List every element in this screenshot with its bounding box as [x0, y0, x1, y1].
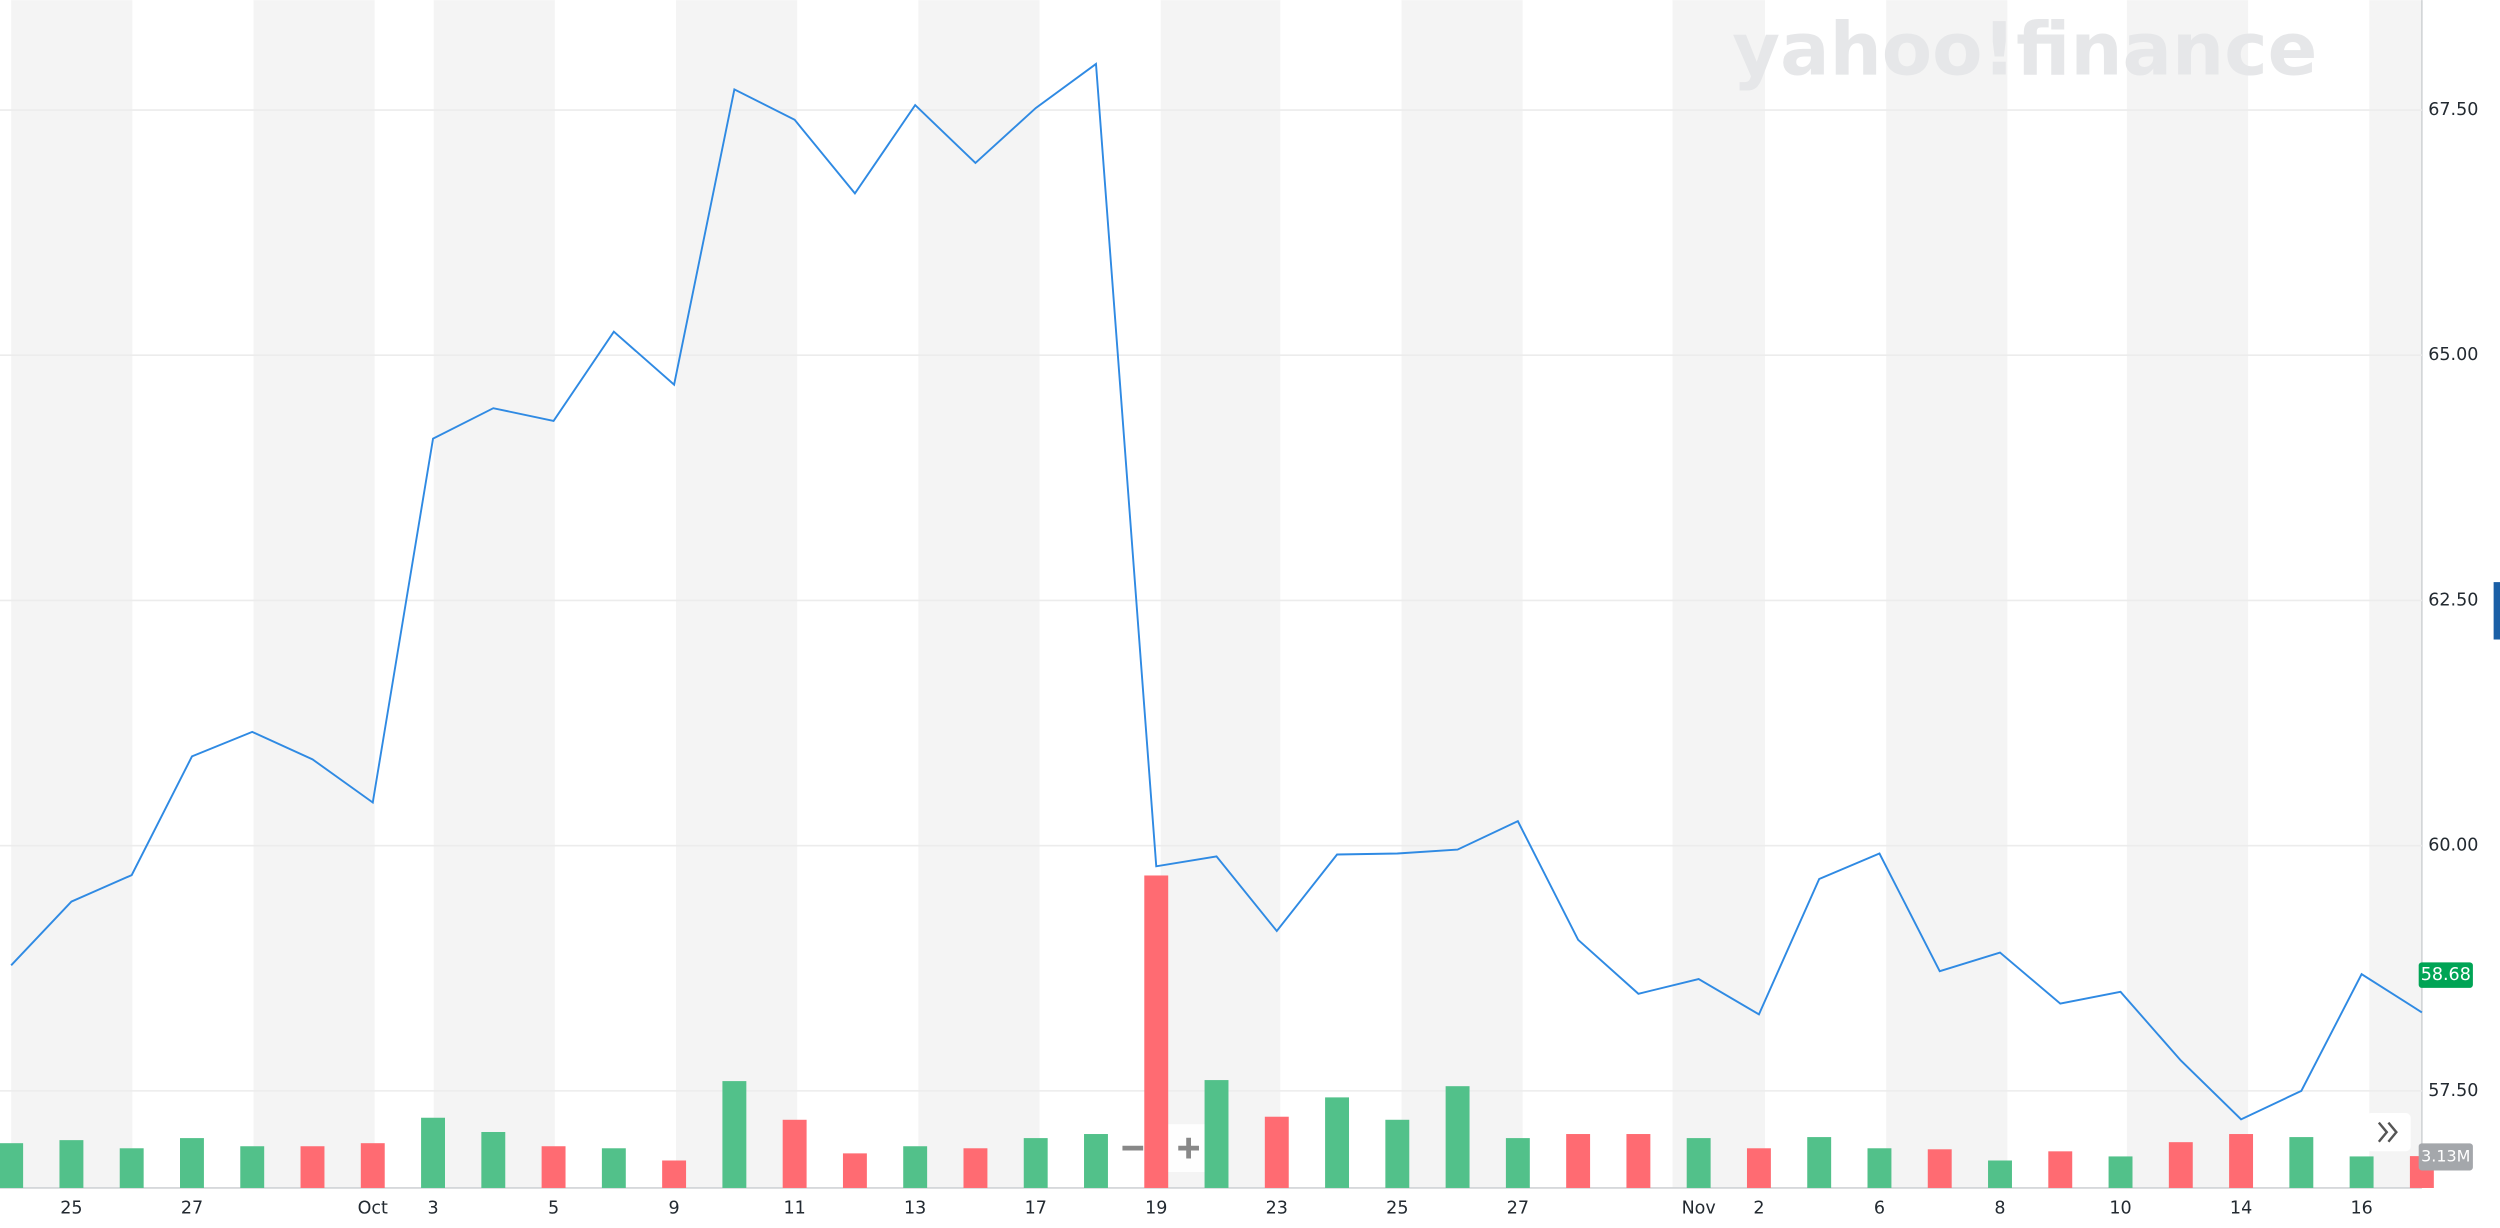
x-tick-label: 11 [783, 1199, 805, 1219]
volume-bar [2349, 1156, 2374, 1188]
volume-bar [360, 1143, 385, 1188]
y-tick-label: 57.50 [2428, 1081, 2478, 1101]
volume-bar [1867, 1148, 1892, 1188]
volume-bar [1626, 1134, 1651, 1188]
volume-bar [119, 1148, 144, 1188]
volume-bar [1264, 1116, 1289, 1188]
x-tick-label: 27 [181, 1199, 203, 1219]
volume-tag [2418, 1143, 2473, 1171]
week-band [1886, 0, 2008, 1188]
volume-bar [2168, 1142, 2193, 1188]
price-line [10, 62, 2423, 1121]
x-tick-label: Nov [1682, 1199, 1716, 1219]
expand-bg[interactable] [2366, 1113, 2411, 1152]
week-band [253, 0, 375, 1188]
volume-bar [421, 1117, 445, 1188]
x-tick-label: 2 [1753, 1199, 1764, 1219]
volume-bar [1927, 1149, 1952, 1188]
chevron [2387, 1121, 2398, 1143]
volume-bar [1566, 1134, 1591, 1188]
x-tick-label: 19 [1145, 1199, 1167, 1219]
volume-bar [541, 1146, 566, 1188]
volume-bar [722, 1081, 747, 1188]
volume-bar [963, 1148, 988, 1188]
week-band [1401, 0, 1523, 1188]
volume-bar [1445, 1086, 1470, 1188]
volume-bar [1807, 1137, 1832, 1188]
week-bands [11, 0, 2422, 1188]
x-tick-label: 8 [1994, 1199, 2005, 1219]
volume-bar [2229, 1134, 2254, 1188]
volume-bar [1505, 1138, 1530, 1188]
volume-bar [601, 1148, 626, 1188]
volume-bar [2108, 1156, 2133, 1188]
volume-bar [1023, 1138, 1048, 1188]
last-price-tag [2418, 962, 2473, 988]
x-tick-label: 23 [1266, 1199, 1288, 1219]
x-tick-label: 5 [548, 1199, 559, 1219]
x-tick-label: 27 [1507, 1199, 1529, 1219]
x-tick-label: 17 [1025, 1199, 1047, 1219]
x-tick-label: 25 [60, 1199, 82, 1219]
x-tick-label: 16 [2350, 1199, 2372, 1219]
volume-bar [2289, 1137, 2314, 1188]
side-tab[interactable] [2493, 582, 2500, 640]
watermark: yahoo!finance [1732, 7, 2317, 92]
volume-bar [300, 1146, 325, 1188]
volume-bar [1385, 1119, 1410, 1188]
volume-bar [903, 1146, 928, 1188]
volume-bar [1084, 1134, 1108, 1188]
x-tick-label: 10 [2109, 1199, 2131, 1219]
week-band [2126, 0, 2249, 1188]
x-tick-label: 14 [2230, 1199, 2252, 1219]
x-tick-label: 25 [1386, 1199, 1408, 1219]
volume-bar [1686, 1138, 1711, 1188]
volume-bar [1144, 875, 1169, 1188]
volume-bar [59, 1140, 84, 1188]
volume-bar [0, 1143, 24, 1188]
week-band [676, 0, 798, 1188]
y-tick-label: 67.50 [2428, 100, 2478, 120]
volume-bar [1746, 1148, 1771, 1188]
volume-bar [782, 1119, 807, 1188]
x-tick-label: Oct [358, 1199, 388, 1219]
volume-bar [240, 1146, 265, 1188]
volume-bar [662, 1160, 687, 1188]
volume-bar [2048, 1151, 2073, 1188]
x-tick-label: 9 [669, 1199, 680, 1219]
x-tick-label: 6 [1874, 1199, 1885, 1219]
x-tick-label: 3 [427, 1199, 438, 1219]
week-band [11, 0, 133, 1188]
week-band [918, 0, 1040, 1188]
volume-bar [1204, 1080, 1229, 1188]
volume-bar [1988, 1160, 2012, 1188]
y-tick-label: 65.00 [2428, 345, 2478, 365]
volume-bar [842, 1153, 867, 1188]
expand-button[interactable] [2366, 1113, 2411, 1152]
volume-bar [1325, 1097, 1350, 1188]
volume-bar [180, 1138, 204, 1188]
volume-label: 3.13M [2421, 1146, 2470, 1165]
y-tick-label: 60.00 [2428, 836, 2478, 856]
week-band [433, 0, 555, 1188]
chevron [2377, 1121, 2389, 1143]
x-tick-label: 13 [904, 1199, 926, 1219]
week-band [1160, 0, 1281, 1188]
week-band [2369, 0, 2422, 1188]
last-price-label: 58.68 [2421, 965, 2471, 985]
y-tick-label: 62.50 [2428, 590, 2478, 610]
volume-bar [481, 1131, 506, 1188]
